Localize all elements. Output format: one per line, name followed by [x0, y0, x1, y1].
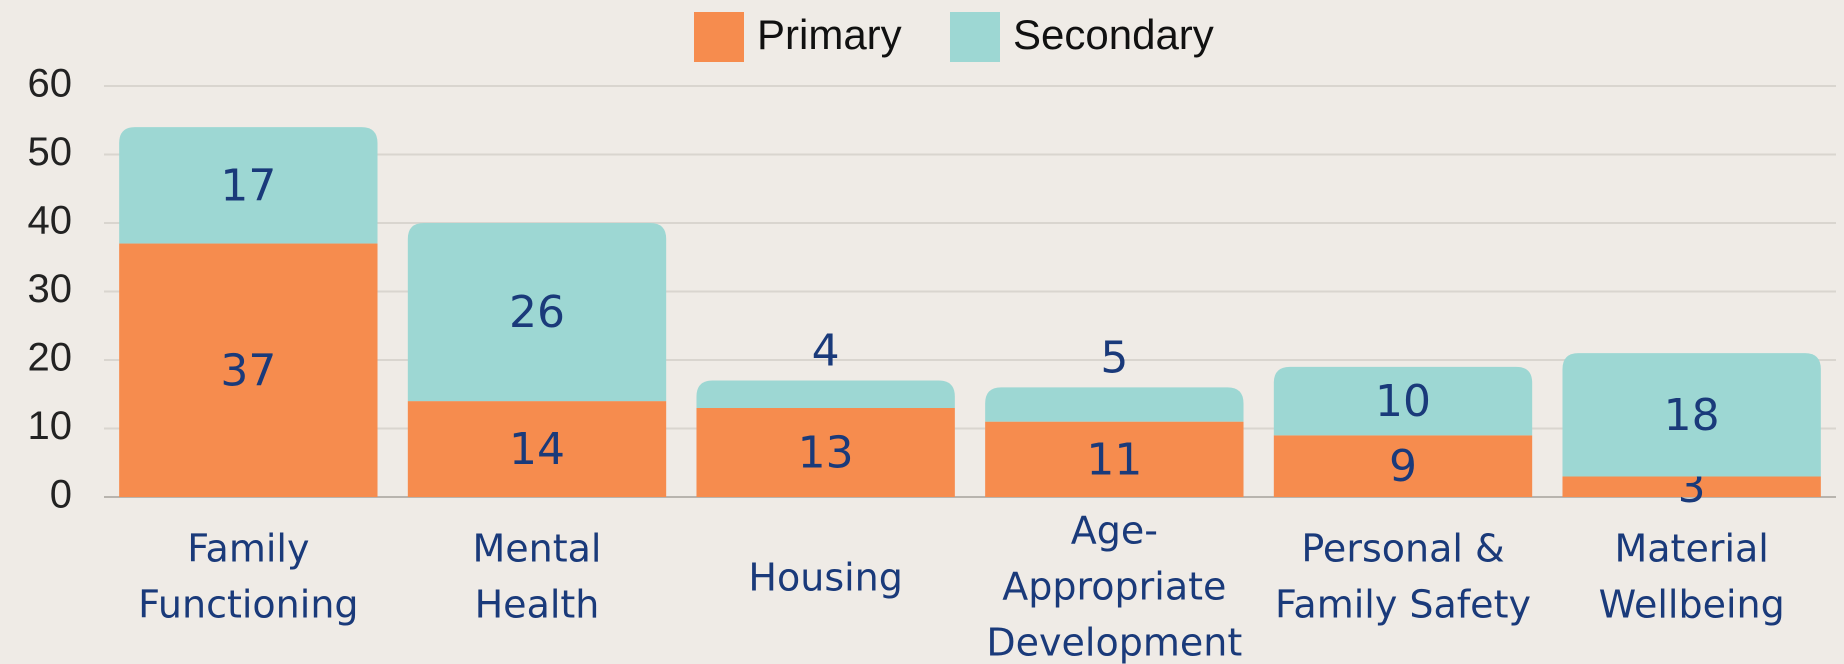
legend-swatch — [694, 12, 744, 62]
x-tick-label: Family Safety — [1275, 583, 1531, 627]
value-label: 4 — [812, 326, 840, 377]
bar-segment — [1273, 366, 1533, 436]
value-label: 26 — [509, 287, 565, 338]
value-label: 13 — [798, 427, 854, 478]
value-label: 10 — [1375, 376, 1431, 427]
y-tick-label: 10 — [28, 404, 73, 448]
bar-segment — [696, 407, 955, 497]
bar-segment — [407, 401, 667, 497]
legend-label: Secondary — [1013, 11, 1214, 58]
y-tick-label: 60 — [28, 62, 73, 106]
value-label: 5 — [1100, 332, 1128, 383]
x-tick-label: Age- — [1071, 509, 1158, 553]
y-tick-label: 40 — [28, 199, 73, 243]
bar-segment — [985, 387, 1244, 422]
x-tick-label: Functioning — [138, 583, 358, 627]
y-tick-label: 0 — [50, 473, 72, 517]
x-tick-label: Health — [475, 583, 600, 627]
value-label: 11 — [1086, 434, 1142, 485]
value-label: 9 — [1389, 441, 1417, 492]
x-tick-label: Material — [1614, 527, 1768, 571]
x-tick-label: Wellbeing — [1599, 583, 1785, 627]
x-tick-label: Housing — [748, 556, 902, 600]
bar-segment — [985, 421, 1244, 497]
x-tick-label: Development — [986, 621, 1242, 664]
x-tick-label: Personal & — [1301, 527, 1504, 571]
bar-segment — [407, 223, 667, 402]
bar-segment — [1562, 353, 1821, 477]
y-tick-label: 20 — [28, 336, 73, 380]
bar-segment — [1273, 435, 1533, 497]
value-label: 37 — [220, 345, 276, 396]
y-tick-label: 30 — [28, 267, 73, 311]
value-label: 14 — [509, 424, 565, 475]
value-label: 17 — [220, 160, 276, 211]
value-label: 18 — [1664, 390, 1720, 441]
bar-segment — [119, 127, 378, 244]
legend-swatch — [950, 12, 1000, 62]
bar-segment — [696, 380, 955, 408]
x-tick-label: Appropriate — [1002, 565, 1226, 609]
bar-segment — [119, 243, 378, 497]
legend-label: Primary — [757, 11, 902, 58]
bar-segment — [1562, 476, 1821, 497]
y-tick-label: 50 — [28, 130, 73, 174]
x-tick-label: Mental — [473, 527, 602, 571]
x-tick-label: Family — [187, 527, 309, 571]
